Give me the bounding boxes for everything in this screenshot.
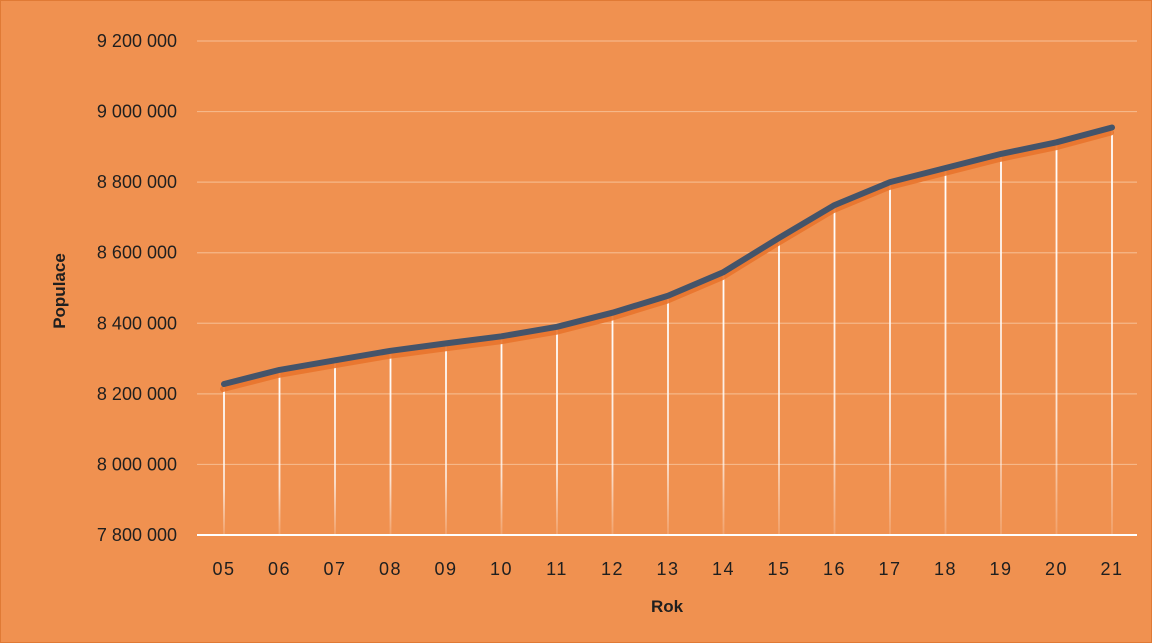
drop-line [722,272,725,535]
y-tick-label: 8 000 000 [97,454,177,474]
y-axis-title: Populace [50,253,69,329]
x-tick-label: 19 [989,559,1012,579]
drop-line [889,182,891,535]
x-tick-label: 07 [323,559,346,579]
y-tick-labels: 7 800 000 8 000 000 8 200 000 8 400 000 8 60… [97,31,177,545]
y-tick-label: 7 800 000 [97,525,177,545]
drop-line [500,336,503,535]
drop-line [778,237,780,535]
x-tick-label: 16 [823,559,846,579]
x-tick-label: 10 [490,559,513,579]
x-axis-title: Rok [651,597,684,616]
drop-line [223,383,225,535]
x-tick-labels: 05 06 07 08 09 10 11 12 13 14 15 16 17 18 19 20 21 [212,559,1123,579]
y-tick-label: 9 200 000 [97,31,177,51]
series-line [221,124,1115,387]
drop-line [389,350,392,535]
drop-line [1000,153,1002,535]
x-tick-label: 13 [656,559,679,579]
x-tick-label: 14 [712,559,735,579]
gridlines [197,40,1137,466]
x-tick-label: 20 [1045,559,1068,579]
y-tick-label: 9 000 000 [97,102,177,122]
drop-line [445,343,447,535]
drop-lines [223,127,1113,536]
x-tick-label: 17 [878,559,901,579]
x-tick-label: 11 [546,559,568,579]
x-tick-label: 09 [434,559,457,579]
drop-line [833,205,836,536]
drop-line [944,168,947,535]
drop-line [1111,127,1113,535]
y-tick-label: 8 200 000 [97,384,177,404]
y-tick-label: 8 800 000 [97,172,177,192]
y-tick-label: 8 600 000 [97,243,177,263]
x-tick-label: 08 [379,559,402,579]
x-tick-label: 05 [212,559,235,579]
y-tick-label: 8 400 000 [97,313,177,333]
x-tick-label: 12 [601,559,624,579]
x-tick-label: 15 [767,559,790,579]
drop-line [556,326,558,535]
drop-line [334,360,336,535]
drop-line [611,312,614,535]
x-tick-label: 06 [268,559,291,579]
series-line-shadow [220,129,1114,392]
series-layer [220,124,1115,392]
drop-line [667,295,669,535]
x-tick-label: 21 [1100,559,1123,579]
drop-line [278,369,281,535]
x-tick-label: 18 [934,559,957,579]
drop-line [1055,142,1058,535]
